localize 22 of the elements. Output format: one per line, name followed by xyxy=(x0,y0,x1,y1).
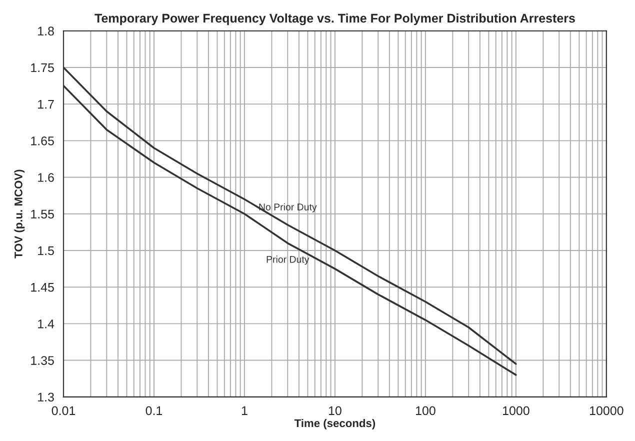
y-tick-label: 1.35 xyxy=(31,356,54,365)
series-label: Prior Duty xyxy=(266,256,310,265)
x-tick-label: 100 xyxy=(416,406,436,416)
x-tick-label: 10000 xyxy=(590,406,624,416)
x-tick-label: 1000 xyxy=(502,406,530,416)
x-tick-label: 0.01 xyxy=(52,406,76,416)
x-tick-label: 1 xyxy=(242,406,248,415)
x-tick-label: 10 xyxy=(328,406,342,416)
y-tick-label: 1.3 xyxy=(38,392,54,402)
y-axis-title: TOV (p.u. MCOV) xyxy=(14,170,25,258)
y-tick-label: 1.75 xyxy=(31,63,54,72)
y-tick-label: 1.7 xyxy=(38,100,54,109)
y-tick-label: 1.45 xyxy=(31,283,54,292)
y-tick-label: 1.55 xyxy=(31,210,54,219)
y-tick-label: 1.4 xyxy=(38,320,54,328)
y-tick-label: 1.5 xyxy=(38,246,54,256)
x-axis-title: Time (seconds) xyxy=(294,418,376,430)
y-tick-label: 1.6 xyxy=(38,173,54,182)
y-tick-label: 1.8 xyxy=(38,26,54,36)
x-tick-label: 0.1 xyxy=(146,406,162,416)
chart-title: Temporary Power Frequency Voltage vs. Time For Polymer Distribution Arresters xyxy=(94,13,575,26)
y-tick-label: 1.65 xyxy=(31,136,54,146)
